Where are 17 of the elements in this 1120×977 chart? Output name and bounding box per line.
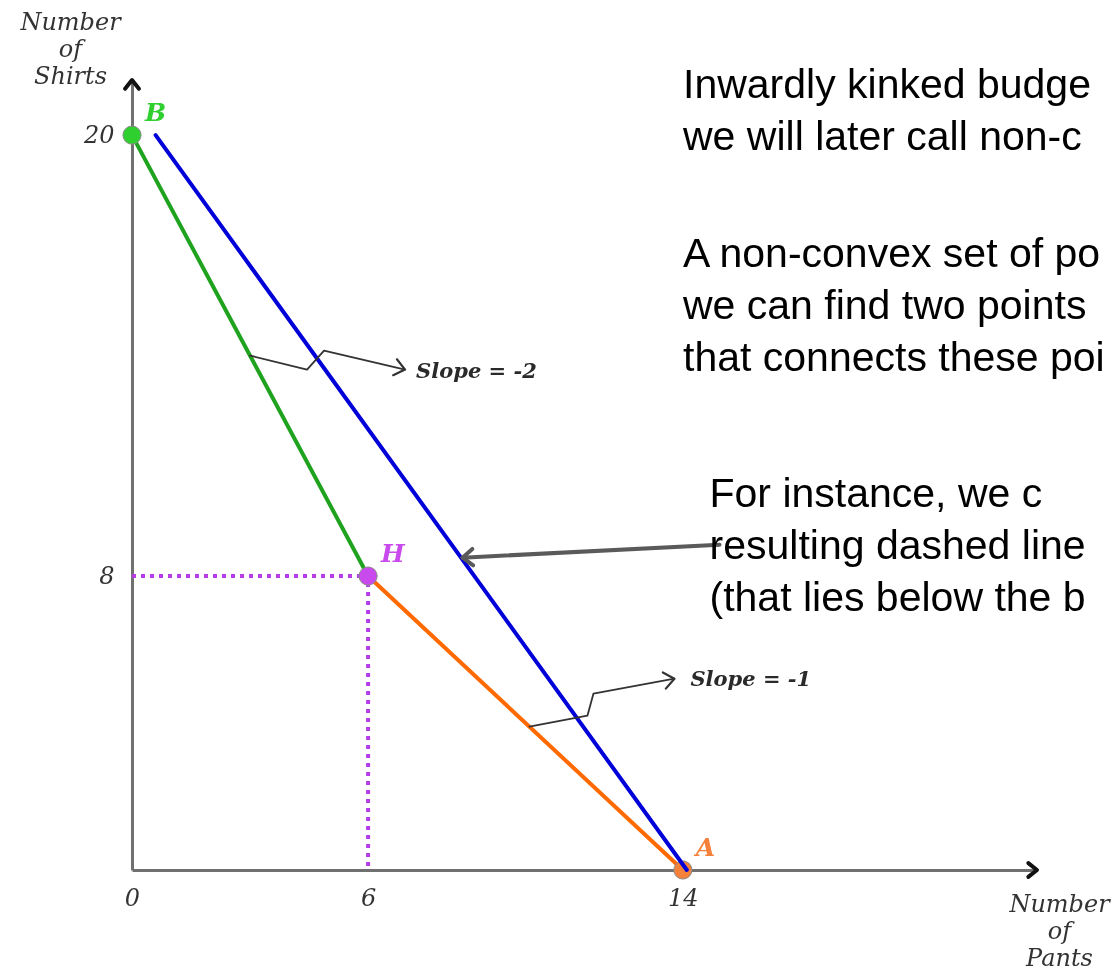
data-label: H [380,539,407,569]
annotation: A non-convex set of po we can find two points that connects these poi [682,230,1105,380]
annotation: Slope = -2 [416,357,537,383]
data-label: B [144,98,167,128]
annotation: For instance, we c resulting dashed line (that lies below the b [709,469,1086,620]
x-tick-label: 0 [124,883,141,912]
y-axis-title: Number of Shirts [19,7,123,90]
x-axis-title: Number of Pants [1008,889,1112,972]
data-label: A [693,833,716,862]
point [358,566,378,586]
y-tick-label: 20 [82,120,115,149]
x-tick-label: 6 [360,883,377,912]
annotation: Slope = -1 [690,665,812,691]
y-tick-label: 8 [99,561,115,590]
point [122,125,142,145]
annotation: Inwardly kinked budge we will later call non-c [682,61,1091,159]
x-tick-label: 14 [668,883,699,912]
